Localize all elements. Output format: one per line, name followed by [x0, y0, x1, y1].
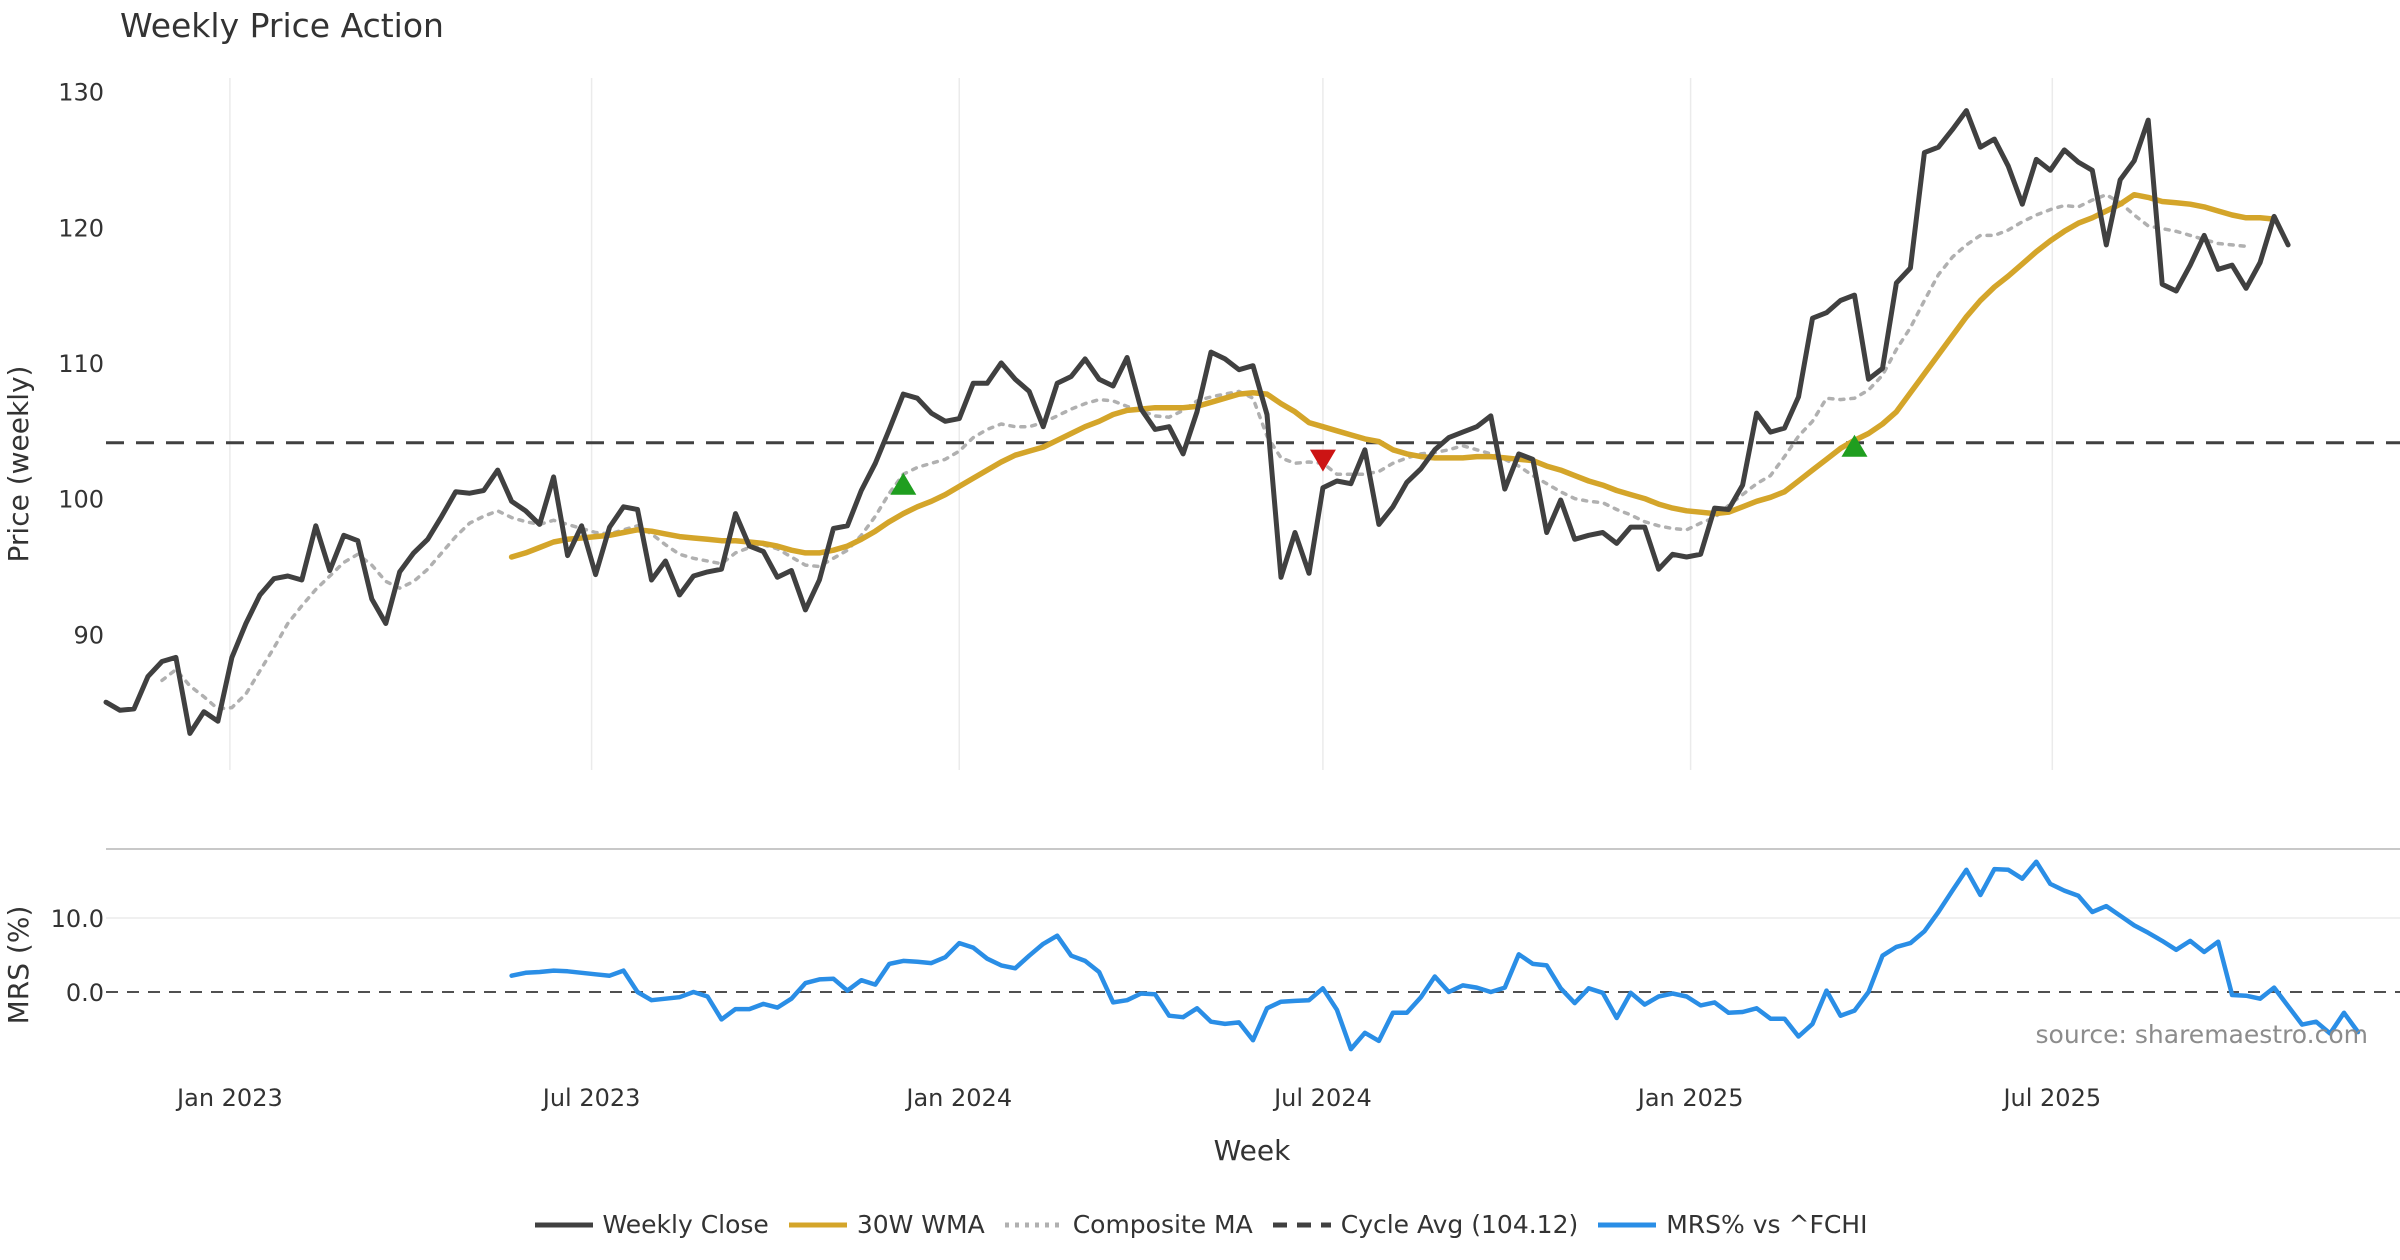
grid-layer: [106, 78, 2400, 919]
series-layer: [103, 108, 2361, 1052]
legend-label: Composite MA: [1072, 1210, 1253, 1239]
legend-swatch: [534, 1222, 593, 1227]
legend-label: Weekly Close: [602, 1210, 769, 1239]
legend: Weekly Close 30W WMA Composite MA Cycle Avg…: [0, 1210, 2400, 1239]
y-tick-label: 100: [58, 486, 104, 514]
x-tick-label: Jul 2023: [541, 1084, 641, 1112]
y-tick-label: 90: [73, 621, 104, 649]
legend-label: 30W WMA: [856, 1210, 985, 1239]
y-tick-label: 0.0: [66, 979, 104, 1007]
legend-item: Weekly Close: [533, 1210, 769, 1239]
chart-title: Weekly Price Action: [120, 6, 444, 45]
composite-ma-line: [160, 192, 2248, 711]
y-tick-label: 120: [58, 214, 104, 242]
x-tick-label: Jul 2025: [2001, 1084, 2101, 1112]
legend-label: MRS% vs ^FCHI: [1666, 1210, 1868, 1239]
weekly-close-line: [103, 108, 2291, 736]
legend-swatch: [1598, 1222, 1657, 1227]
legend-label: Cycle Avg (104.12): [1340, 1210, 1579, 1239]
wma-30w-line: [508, 191, 2277, 560]
y-tick-label: 10.0: [51, 905, 104, 933]
x-tick-label: Jul 2024: [1272, 1084, 1372, 1112]
legend-swatch: [1004, 1222, 1063, 1227]
legend-item: MRS% vs ^FCHI: [1596, 1210, 1867, 1239]
signal-markers: [890, 434, 1868, 495]
buy-signal-marker: [1841, 434, 1868, 457]
y-tick-label: 110: [58, 350, 104, 378]
y-axis-label-mrs: MRS (%): [2, 906, 35, 1025]
y-tick-label: 130: [58, 79, 104, 107]
y-axis-label-price: Price (weekly): [2, 366, 35, 563]
x-tick-label: Jan 2023: [175, 1084, 283, 1112]
axes-layer: Jan 2023 Jul 2023 Jan 2024 Jul 2024 Jan 2025…: [2, 79, 2101, 1167]
x-tick-label: Jan 2024: [904, 1084, 1012, 1112]
legend-swatch: [788, 1222, 847, 1227]
reference-lines: [106, 441, 2400, 994]
x-axis-label: Week: [1214, 1134, 1291, 1167]
legend-item: Cycle Avg (104.12): [1271, 1210, 1579, 1239]
legend-item: 30W WMA: [787, 1210, 985, 1239]
buy-signal-marker: [890, 472, 917, 495]
x-tick-label: Jan 2025: [1636, 1084, 1744, 1112]
sell-signal-marker: [1309, 449, 1336, 472]
mrs-line: [509, 859, 2361, 1052]
legend-swatch: [1272, 1222, 1331, 1227]
source-note: source: sharemaestro.com: [2035, 1020, 2369, 1049]
legend-item: Composite MA: [1003, 1210, 1253, 1239]
